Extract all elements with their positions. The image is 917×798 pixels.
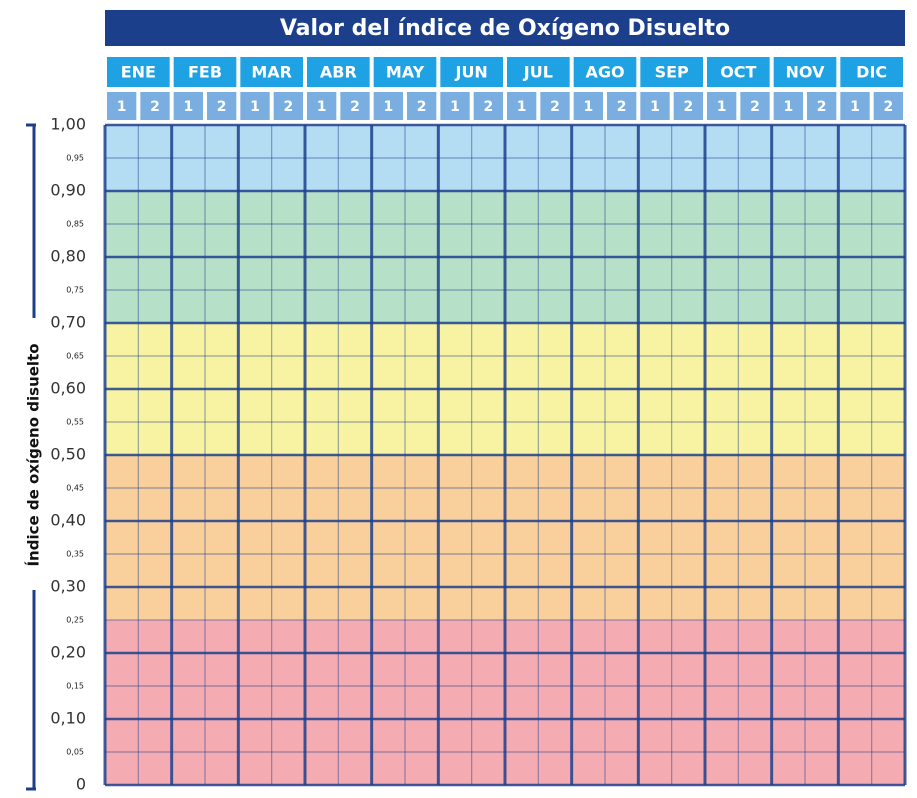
y-tick-label: 0,55 [66, 418, 84, 427]
half-cell [340, 92, 370, 120]
y-tick-label: 0,75 [66, 286, 84, 295]
month-label: MAY [386, 63, 425, 82]
half-label: 1 [183, 99, 193, 115]
half-label: 2 [483, 99, 493, 115]
half-cell [440, 92, 470, 120]
y-tick-label: 0,25 [66, 616, 84, 625]
half-label: 2 [150, 99, 160, 115]
half-label: 1 [783, 99, 793, 115]
y-tick-label: 0,95 [66, 154, 84, 163]
month-label: NOV [786, 63, 826, 82]
half-label: 2 [617, 99, 627, 115]
y-tick-label: 0,90 [50, 181, 86, 200]
y-tick-label: 0,40 [50, 511, 86, 530]
month-cell [773, 57, 837, 87]
y-tick-label: 0,85 [66, 220, 84, 229]
month-label: DIC [856, 63, 887, 82]
y-tick-label: 0,20 [50, 643, 86, 662]
half-label: 2 [217, 99, 227, 115]
half-cell [173, 92, 203, 120]
half-label: 1 [250, 99, 260, 115]
y-tick-label: 0,35 [66, 550, 84, 559]
y-tick-label: 0,70 [50, 313, 86, 332]
half-label: 1 [650, 99, 660, 115]
month-cell [307, 57, 370, 87]
y-tick-label: 0,80 [50, 247, 86, 266]
half-cell [507, 92, 537, 120]
chart-title: Valor del índice de Oxígeno Disuelto [280, 16, 730, 41]
half-cell [773, 92, 803, 120]
half-cell [607, 92, 637, 120]
half-label: 2 [750, 99, 760, 115]
half-cell [373, 92, 403, 120]
half-cell [707, 92, 737, 120]
half-label: 2 [417, 99, 427, 115]
month-cell [373, 57, 437, 87]
half-label: 2 [817, 99, 827, 115]
y-tick-label: 0,65 [66, 352, 84, 361]
half-cell [640, 92, 670, 120]
y-label-bg [22, 318, 46, 590]
month-label: MAR [251, 63, 292, 82]
y-tick-label: 0,45 [66, 484, 84, 493]
half-label: 2 [283, 99, 293, 115]
half-label: 1 [850, 99, 860, 115]
half-label: 2 [883, 99, 893, 115]
month-cell [173, 57, 237, 87]
half-label: 1 [317, 99, 327, 115]
month-cell [107, 57, 170, 87]
half-label: 1 [583, 99, 593, 115]
y-tick-label: 0,10 [50, 709, 86, 728]
half-label: 1 [117, 99, 127, 115]
month-cell [573, 57, 637, 87]
y-tick-label: 0,05 [66, 748, 84, 757]
y-tick-label: 0 [76, 775, 86, 794]
half-label: 1 [383, 99, 393, 115]
half-label: 1 [717, 99, 727, 115]
y-axis-label: Índice de oxígeno disuelto [24, 343, 43, 566]
half-cell [740, 92, 770, 120]
half-cell [407, 92, 437, 120]
half-cell [140, 92, 170, 120]
half-cell [473, 92, 503, 120]
month-cell [240, 57, 303, 87]
half-cell [873, 92, 903, 120]
month-label: AGO [585, 63, 624, 82]
half-label: 2 [550, 99, 560, 115]
y-tick-label: 0,60 [50, 379, 86, 398]
month-label: OCT [720, 63, 756, 82]
half-label: 2 [350, 99, 360, 115]
month-cell [840, 57, 903, 87]
month-cell [640, 57, 703, 87]
half-cell [573, 92, 603, 120]
half-label: 2 [683, 99, 693, 115]
half-cell [840, 92, 870, 120]
half-cell [307, 92, 337, 120]
half-cell [273, 92, 303, 120]
half-cell [107, 92, 137, 120]
half-label: 1 [450, 99, 460, 115]
month-cell [707, 57, 770, 87]
half-cell [540, 92, 570, 120]
y-tick-label: 1,00 [50, 115, 86, 134]
month-label: FEB [188, 63, 222, 82]
month-cell [440, 57, 503, 87]
y-tick-label: 0,30 [50, 577, 86, 596]
half-cell [807, 92, 837, 120]
y-tick-label: 0,15 [66, 682, 84, 691]
half-label: 1 [517, 99, 527, 115]
month-cell [507, 57, 570, 87]
y-tick-label: 0,50 [50, 445, 86, 464]
half-cell [207, 92, 237, 120]
month-label: JUN [454, 63, 487, 82]
month-label: JUL [523, 63, 553, 82]
half-cell [673, 92, 703, 120]
month-label: SEP [655, 63, 689, 82]
month-label: ABR [320, 63, 357, 82]
half-cell [240, 92, 270, 120]
month-label: ENE [121, 63, 156, 82]
title-bar [105, 10, 905, 46]
